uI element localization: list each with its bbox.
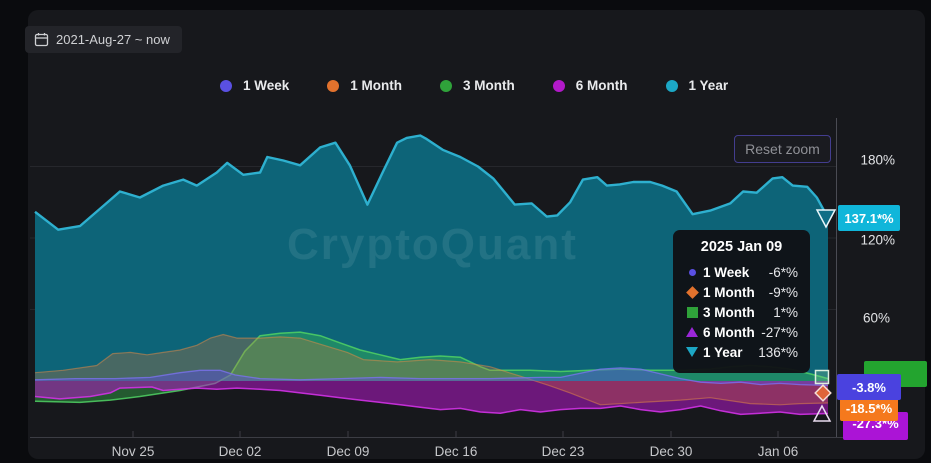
tooltip-row-1-month: 1 Month -9*% (685, 282, 798, 302)
y-axis-tick-label: 120% (860, 232, 895, 248)
tooltip-series-value: 136*% (758, 344, 798, 360)
series-end-marker-3-month (814, 369, 830, 385)
legend-item-3-month[interactable]: 3 Month (440, 78, 515, 93)
triangle-down-marker-icon (685, 347, 699, 357)
latest-value-1-week: -3.8% (837, 374, 901, 400)
square-marker-icon (685, 306, 699, 318)
tooltip-series-value: -9*% (768, 284, 798, 300)
legend-item-1-month[interactable]: 1 Month (327, 78, 402, 93)
tooltip-series-label: 1 Week (703, 264, 750, 280)
series-end-marker-1-month (814, 384, 832, 402)
legend-label: 1 Week (243, 78, 290, 93)
diamond-marker-icon (685, 285, 699, 299)
legend-dot-icon (220, 79, 232, 92)
x-axis-tick-label: Nov 25 (111, 444, 155, 459)
legend-dot-icon (440, 79, 453, 92)
area-series-3-month (35, 332, 828, 403)
legend-dot-icon (552, 79, 565, 92)
x-axis-tick-label: Dec 02 (218, 444, 262, 459)
tooltip-row-6-month: 6 Month -27*% (685, 322, 798, 342)
legend-label: 6 Month (575, 78, 628, 93)
line-series-1-week (34, 367, 829, 387)
line-series-1-year (34, 134, 830, 231)
y-axis-tick-label: 180% (860, 152, 895, 168)
series-end-marker-1-year (815, 209, 837, 229)
legend-item-1-year[interactable]: 1 Year (665, 78, 729, 93)
x-axis-tick-label: Dec 30 (649, 444, 693, 459)
calendar-icon (34, 33, 49, 47)
legend-label: 1 Month (350, 78, 403, 93)
latest-value-1-year: 137.1*% (838, 205, 900, 231)
tooltip-series-value: -27*% (761, 324, 798, 340)
tooltip-row-3-month: 3 Month 1*% (685, 302, 798, 322)
chart-tooltip: 2025 Jan 09 1 Week -6*% 1 Month -9*% 3 Month… (673, 230, 810, 373)
legend-label: 3 Month (463, 78, 515, 93)
tooltip-date: 2025 Jan 09 (700, 239, 783, 255)
x-axis-tick-label: Dec 09 (326, 444, 370, 459)
chart-legend: 1 Week 1 Month 3 Month 6 Month 1 Year (220, 78, 766, 93)
tooltip-series-label: 1 Month (703, 284, 755, 300)
tooltip-row-1-year: 1 Year 136*% (685, 342, 798, 362)
area-series-6-month (35, 381, 828, 415)
area-series-1-year (35, 135, 828, 381)
triangle-up-marker-icon (685, 327, 699, 337)
tooltip-series-value: -6*% (768, 264, 798, 280)
tooltip-series-value: 1*% (773, 304, 798, 320)
latest-value-1-month: -18.5*% (840, 395, 898, 421)
legend-item-6-month[interactable]: 6 Month (552, 78, 628, 93)
tooltip-series-label: 1 Year (703, 344, 743, 360)
tooltip-series-label: 3 Month (703, 304, 755, 320)
tooltip-row-1-week: 1 Week -6*% (685, 262, 798, 282)
y-axis-tick-label: 60% (862, 310, 890, 326)
line-series-1-month (34, 333, 829, 406)
legend-dot-icon (665, 79, 678, 92)
x-axis-tick-label: Dec 23 (541, 444, 585, 459)
line-series-6-month (34, 386, 829, 416)
area-series-1-month (35, 334, 828, 405)
date-range-label: 2021-Aug-27 ~ now (56, 32, 170, 47)
circle-marker-icon (685, 268, 699, 276)
legend-label: 1 Year (688, 78, 729, 93)
legend-dot-icon (327, 79, 340, 92)
series-end-marker-6-month (812, 404, 832, 422)
x-axis-tick-label: Jan 06 (757, 444, 799, 459)
area-series-1-week (35, 367, 828, 386)
date-range-selector[interactable]: 2021-Aug-27 ~ now (25, 26, 182, 53)
tooltip-series-label: 6 Month (703, 324, 755, 340)
x-axis-tick-label: Dec 16 (434, 444, 478, 459)
reset-zoom-button[interactable]: Reset zoom (734, 135, 831, 163)
legend-item-1-week[interactable]: 1 Week (220, 78, 289, 93)
